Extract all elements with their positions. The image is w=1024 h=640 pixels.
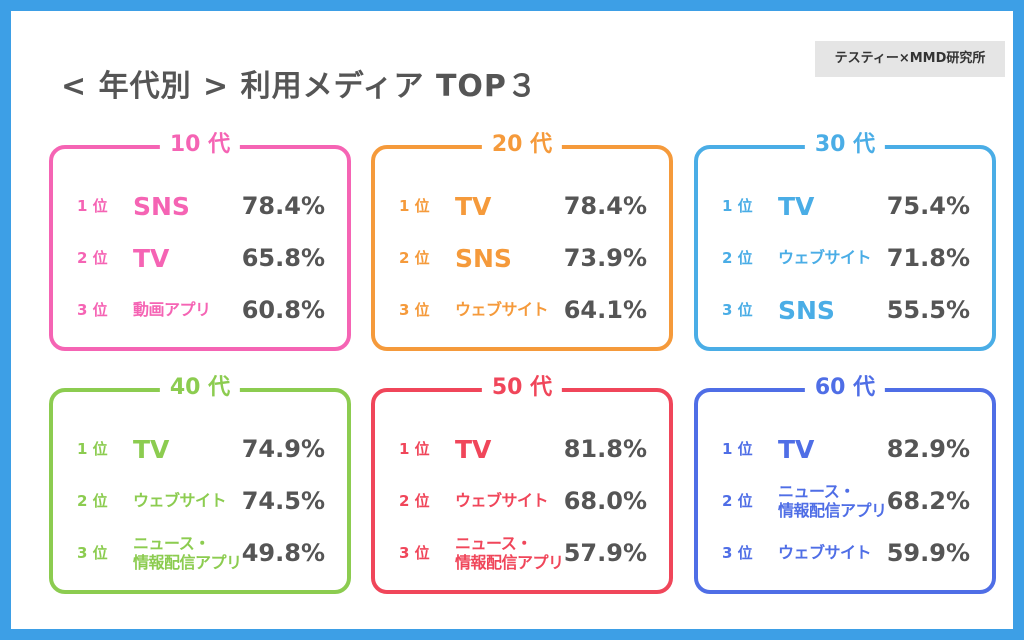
ranking-row: 2 位 ニュース・ 情報配信アプリ 68.2% [698, 477, 992, 525]
usage-percentage: 82.9% [886, 435, 970, 463]
rank-label: 2 位 [722, 492, 753, 510]
ranking-row: 1 位 TV 81.8% [375, 425, 669, 473]
ranking-row: 1 位 SNS 78.4% [53, 182, 347, 230]
media-label: SNS [133, 191, 190, 221]
media-label: ニュース・ 情報配信アプリ [133, 533, 242, 572]
age-card-30s: 30 代 1 位 TV 75.4% 2 位 ウェブサイト 71.8% 3 位 SNS 55.5% [694, 130, 996, 351]
usage-percentage: 74.9% [241, 435, 325, 463]
ranking-row: 2 位 ウェブサイト 68.0% [375, 477, 669, 525]
usage-percentage: 68.0% [563, 487, 647, 515]
age-card-50s: 50 代 1 位 TV 81.8% 2 位 ウェブサイト 68.0% 3 位 ニュース・ 情報配… [371, 373, 673, 594]
usage-percentage: 49.8% [241, 539, 325, 567]
media-label: SNS [778, 295, 835, 325]
media-label: 動画アプリ [133, 300, 211, 320]
media-label: TV [455, 191, 492, 221]
media-label: TV [778, 191, 815, 221]
usage-percentage: 81.8% [563, 435, 647, 463]
media-label: ウェブサイト [455, 491, 549, 511]
age-card-title: 50 代 [481, 373, 563, 403]
age-card-60s: 60 代 1 位 TV 82.9% 2 位 ニュース・ 情報配信アプリ 68.2% 3 位 ウェ… [694, 373, 996, 594]
ranking-row: 2 位 ウェブサイト 74.5% [53, 477, 347, 525]
usage-percentage: 59.9% [886, 539, 970, 567]
usage-percentage: 57.9% [563, 539, 647, 567]
age-card-10s: 10 代 1 位 SNS 78.4% 2 位 TV 65.8% 3 位 動画アプリ 60.8% [49, 130, 351, 351]
rank-label: 2 位 [399, 249, 430, 267]
age-card-title: 20 代 [481, 130, 563, 160]
rank-label: 3 位 [722, 301, 753, 319]
ranking-row: 2 位 ウェブサイト 71.8% [698, 234, 992, 282]
rank-label: 3 位 [77, 544, 108, 562]
age-card-40s: 40 代 1 位 TV 74.9% 2 位 ウェブサイト 74.5% 3 位 ニュース・ 情報配… [49, 373, 351, 594]
ranking-row: 1 位 TV 75.4% [698, 182, 992, 230]
ranking-row: 1 位 TV 82.9% [698, 425, 992, 473]
media-label: ウェブサイト [455, 300, 549, 320]
ranking-row: 3 位 ニュース・ 情報配信アプリ 49.8% [53, 529, 347, 577]
ranking-row: 3 位 ウェブサイト 59.9% [698, 529, 992, 577]
usage-percentage: 60.8% [241, 296, 325, 324]
media-label: ニュース・ 情報配信アプリ [455, 533, 564, 572]
ranking-row: 3 位 SNS 55.5% [698, 286, 992, 334]
usage-percentage: 73.9% [563, 244, 647, 272]
media-label: TV [133, 434, 170, 464]
rank-label: 3 位 [399, 544, 430, 562]
rank-label: 1 位 [77, 440, 108, 458]
rank-label: 3 位 [722, 544, 753, 562]
ranking-row: 1 位 TV 74.9% [53, 425, 347, 473]
ranking-row: 3 位 動画アプリ 60.8% [53, 286, 347, 334]
usage-percentage: 78.4% [241, 192, 325, 220]
media-label: TV [778, 434, 815, 464]
source-credit: テスティー×MMD研究所 [815, 41, 1005, 77]
ranking-row: 2 位 SNS 73.9% [375, 234, 669, 282]
usage-percentage: 55.5% [886, 296, 970, 324]
media-label: TV [455, 434, 492, 464]
age-card-title: 60 代 [804, 373, 886, 403]
rank-label: 3 位 [399, 301, 430, 319]
age-card-title: 10 代 [159, 130, 241, 160]
rank-label: 1 位 [399, 440, 430, 458]
ranking-row: 1 位 TV 78.4% [375, 182, 669, 230]
rank-label: 1 位 [722, 440, 753, 458]
rank-label: 1 位 [722, 197, 753, 215]
rank-label: 1 位 [399, 197, 430, 215]
ranking-row: 3 位 ニュース・ 情報配信アプリ 57.9% [375, 529, 669, 577]
media-label: ウェブサイト [133, 491, 227, 511]
usage-percentage: 65.8% [241, 244, 325, 272]
media-label: SNS [455, 243, 512, 273]
usage-percentage: 78.4% [563, 192, 647, 220]
usage-percentage: 68.2% [886, 487, 970, 515]
rank-label: 1 位 [77, 197, 108, 215]
rank-label: 2 位 [77, 249, 108, 267]
usage-percentage: 75.4% [886, 192, 970, 220]
age-card-title: 40 代 [159, 373, 241, 403]
usage-percentage: 74.5% [241, 487, 325, 515]
media-label: ニュース・ 情報配信アプリ [778, 481, 887, 520]
usage-percentage: 71.8% [886, 244, 970, 272]
media-label: ウェブサイト [778, 543, 872, 563]
media-label: TV [133, 243, 170, 273]
rank-label: 2 位 [399, 492, 430, 510]
media-label: ウェブサイト [778, 248, 872, 268]
rank-label: 3 位 [77, 301, 108, 319]
page-title: < 年代別 > 利用メディア TOP３ [61, 69, 538, 104]
age-card-20s: 20 代 1 位 TV 78.4% 2 位 SNS 73.9% 3 位 ウェブサイト 64.1% [371, 130, 673, 351]
usage-percentage: 64.1% [563, 296, 647, 324]
rank-label: 2 位 [722, 249, 753, 267]
ranking-row: 3 位 ウェブサイト 64.1% [375, 286, 669, 334]
rank-label: 2 位 [77, 492, 108, 510]
age-card-title: 30 代 [804, 130, 886, 160]
ranking-row: 2 位 TV 65.8% [53, 234, 347, 282]
